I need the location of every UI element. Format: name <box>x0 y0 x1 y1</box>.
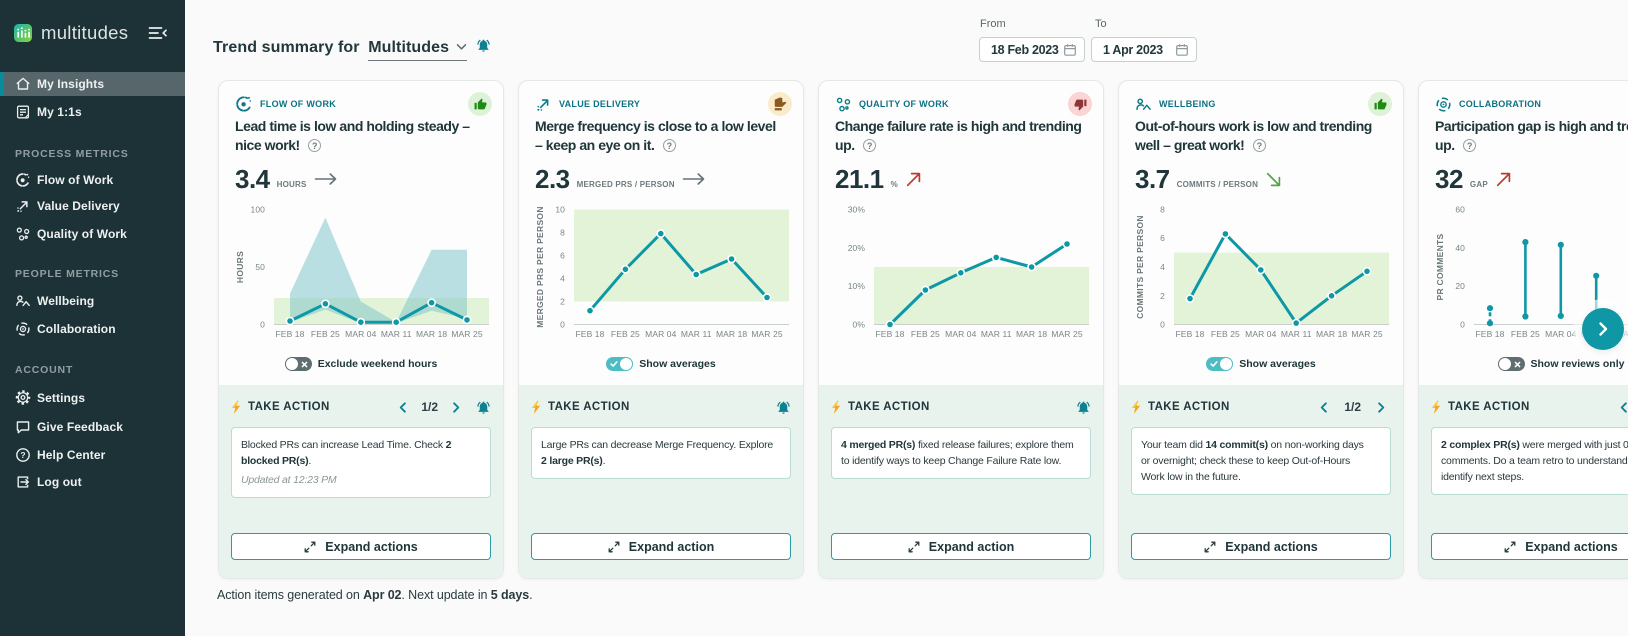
svg-text:FEB 25: FEB 25 <box>311 329 340 339</box>
svg-text:FEB 18: FEB 18 <box>1476 329 1505 339</box>
svg-text:MAR 18: MAR 18 <box>1016 329 1047 339</box>
svg-text:FEB 25: FEB 25 <box>1511 329 1540 339</box>
svg-text:10: 10 <box>555 205 565 215</box>
svg-text:MAR 18: MAR 18 <box>416 329 447 339</box>
svg-text:FEB 18: FEB 18 <box>276 329 305 339</box>
svg-text:?: ? <box>20 450 25 460</box>
svg-text:20%: 20% <box>848 243 866 253</box>
svg-text:30%: 30% <box>848 205 866 215</box>
svg-text:20: 20 <box>1455 281 1465 291</box>
svg-text:MAR 11: MAR 11 <box>981 329 1012 339</box>
svg-text:FEB 18: FEB 18 <box>876 329 905 339</box>
svg-text:6: 6 <box>1160 233 1165 243</box>
svg-text:10%: 10% <box>848 281 866 291</box>
svg-text:0: 0 <box>1460 320 1465 330</box>
svg-text:40: 40 <box>1455 243 1465 253</box>
svg-text:MAR 11: MAR 11 <box>1281 329 1312 339</box>
svg-text:8: 8 <box>560 228 565 238</box>
svg-text:FEB 25: FEB 25 <box>1211 329 1240 339</box>
svg-text:MAR 25: MAR 25 <box>1351 329 1382 339</box>
svg-text:MAR 25: MAR 25 <box>1051 329 1082 339</box>
svg-text:MAR 25: MAR 25 <box>451 329 482 339</box>
svg-text:4: 4 <box>560 274 565 284</box>
svg-text:FEB 25: FEB 25 <box>611 329 640 339</box>
svg-text:60: 60 <box>1455 205 1465 215</box>
svg-text:2: 2 <box>1160 291 1165 301</box>
svg-text:MAR 11: MAR 11 <box>381 329 412 339</box>
svg-text:MERGED PRS PER PERSON: MERGED PRS PER PERSON <box>535 206 545 328</box>
svg-text:6: 6 <box>560 251 565 261</box>
svg-text:MAR 18: MAR 18 <box>1316 329 1347 339</box>
svg-text:0: 0 <box>560 320 565 330</box>
svg-text:MAR 04: MAR 04 <box>945 329 976 339</box>
svg-text:MAR 04: MAR 04 <box>345 329 376 339</box>
svg-text:HOURS: HOURS <box>235 251 245 283</box>
svg-text:MAR 25: MAR 25 <box>751 329 782 339</box>
svg-text:50: 50 <box>255 262 265 272</box>
svg-text:FEB 18: FEB 18 <box>1176 329 1205 339</box>
svg-text:MAR 04: MAR 04 <box>645 329 676 339</box>
svg-text:100: 100 <box>251 205 266 215</box>
svg-text:0%: 0% <box>853 320 866 330</box>
svg-text:FEB 25: FEB 25 <box>911 329 940 339</box>
svg-text:FEB 18: FEB 18 <box>576 329 605 339</box>
svg-text:MAR 11: MAR 11 <box>681 329 712 339</box>
svg-text:MAR 18: MAR 18 <box>716 329 747 339</box>
svg-text:8: 8 <box>1160 205 1165 215</box>
svg-text:MAR 04: MAR 04 <box>1545 329 1576 339</box>
svg-text:0: 0 <box>1160 320 1165 330</box>
svg-text:2: 2 <box>560 297 565 307</box>
svg-text:0: 0 <box>260 320 265 330</box>
svg-text:4: 4 <box>1160 262 1165 272</box>
svg-text:COMMITS PER PERSON: COMMITS PER PERSON <box>1135 215 1145 319</box>
svg-text:MAR 04: MAR 04 <box>1245 329 1276 339</box>
svg-text:PR COMMENTS: PR COMMENTS <box>1435 233 1445 300</box>
